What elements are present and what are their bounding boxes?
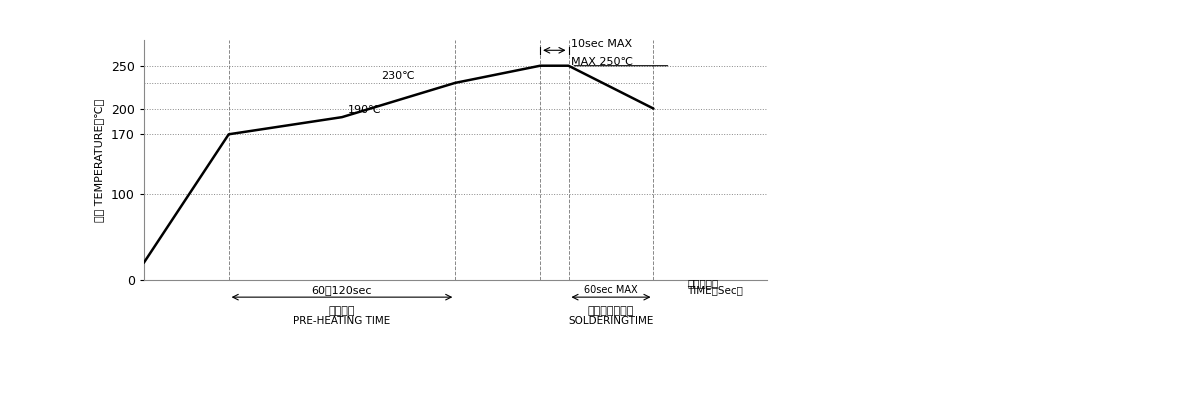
Text: 10sec MAX: 10sec MAX [571,38,633,48]
Text: PRE-HEATING TIME: PRE-HEATING TIME [294,316,391,326]
Text: TIME（Sec）: TIME（Sec） [688,286,743,296]
Text: 230℃: 230℃ [382,71,416,81]
Text: 60sec MAX: 60sec MAX [585,286,637,296]
Text: 時間（秒）: 時間（秒） [688,278,719,288]
Text: はんだ付け時間: はんだ付け時間 [588,306,634,316]
Text: 190℃: 190℃ [347,106,381,116]
Text: 予熱時間: 予熱時間 [328,306,356,316]
Y-axis label: 温度 TEMPERATURE（℃）: 温度 TEMPERATURE（℃） [93,98,104,222]
Text: 60～120sec: 60～120sec [311,286,373,296]
Text: MAX 250℃: MAX 250℃ [571,57,634,67]
Text: SOLDERINGTIME: SOLDERINGTIME [568,316,654,326]
